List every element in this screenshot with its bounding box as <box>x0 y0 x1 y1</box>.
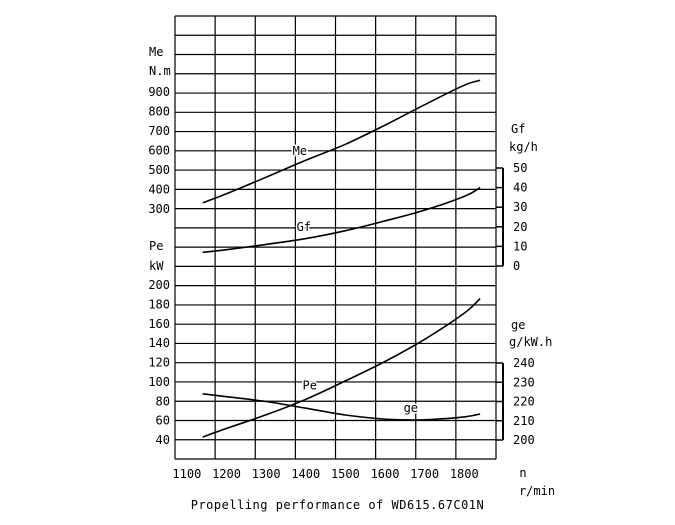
gf-tick-label: 20 <box>513 220 527 234</box>
pe-tick-label: 40 <box>156 433 170 447</box>
me-tick-label: 300 <box>148 202 170 216</box>
x-axis-unit: r/min <box>519 484 555 498</box>
x-tick-label: 1100 <box>172 467 201 481</box>
x-tick-label: 1500 <box>331 467 360 481</box>
pe-tick-label: 160 <box>148 317 170 331</box>
me-tick-label: 500 <box>148 163 170 177</box>
pe-tick-label: 180 <box>148 297 170 311</box>
gf-axis-label: Gf <box>511 122 525 136</box>
me-tick-label: 400 <box>148 183 170 197</box>
gf-tick-label: 10 <box>513 239 527 253</box>
pe-axis-label: Pe <box>149 239 163 253</box>
ge-tick-label: 220 <box>513 395 535 409</box>
series-label-pe: Pe <box>303 378 317 392</box>
x-tick-label: 1800 <box>450 467 479 481</box>
me-tick-label: 900 <box>148 85 170 99</box>
pe-tick-label: 100 <box>148 375 170 389</box>
pe-tick-label: 140 <box>148 336 170 350</box>
axes: 1100 1200 1300 1400 1500 1600 1700 1800 nr/minMe… <box>148 45 555 498</box>
ge-tick-label: 240 <box>513 356 535 370</box>
gf-tick-label: 40 <box>513 181 527 195</box>
pe-tick-label: 200 <box>148 278 170 292</box>
gf-tick-label: 50 <box>513 161 527 175</box>
series-label-ge: ge <box>404 401 418 415</box>
series-line-pe <box>202 298 481 438</box>
series-line-gf <box>202 186 481 254</box>
x-tick-label: 1600 <box>371 467 400 481</box>
x-tick-label: 1700 <box>410 467 439 481</box>
ge-tick-label: 230 <box>513 375 535 389</box>
series-label-me: Me <box>293 144 307 158</box>
grid <box>174 15 497 460</box>
pe-tick-label: 80 <box>156 394 170 408</box>
ge-tick-label: 210 <box>513 414 535 428</box>
pe-axis-unit: kW <box>149 259 164 273</box>
x-axis-label: n <box>519 466 526 480</box>
pe-tick-label: 60 <box>156 414 170 428</box>
me-tick-label: 600 <box>148 144 170 158</box>
me-tick-label: 700 <box>148 124 170 138</box>
gf-tick-label: 0 <box>513 259 520 273</box>
me-tick-label: 800 <box>148 105 170 119</box>
x-tick-label: 1200 <box>212 467 241 481</box>
me-axis-label: Me <box>149 45 163 59</box>
series-line-me <box>202 79 481 204</box>
series-line-ge <box>202 393 481 421</box>
x-tick-label: 1300 <box>252 467 281 481</box>
me-axis-unit: N.m <box>149 64 171 78</box>
ge-axis-unit: g/kW.h <box>509 335 552 349</box>
gf-tick-label: 30 <box>513 200 527 214</box>
x-tick-label: 1400 <box>291 467 320 481</box>
gf-axis-unit: kg/h <box>509 140 538 154</box>
ge-axis-label: ge <box>511 318 525 332</box>
ge-tick-label: 200 <box>513 433 535 447</box>
pe-tick-label: 120 <box>148 356 170 370</box>
labels: Me Gf Pe ge <box>291 142 419 416</box>
series-label-gf: Gf <box>297 220 311 234</box>
chart-caption: Propelling performance of WD615.67C01N <box>190 498 485 512</box>
series <box>202 79 481 438</box>
